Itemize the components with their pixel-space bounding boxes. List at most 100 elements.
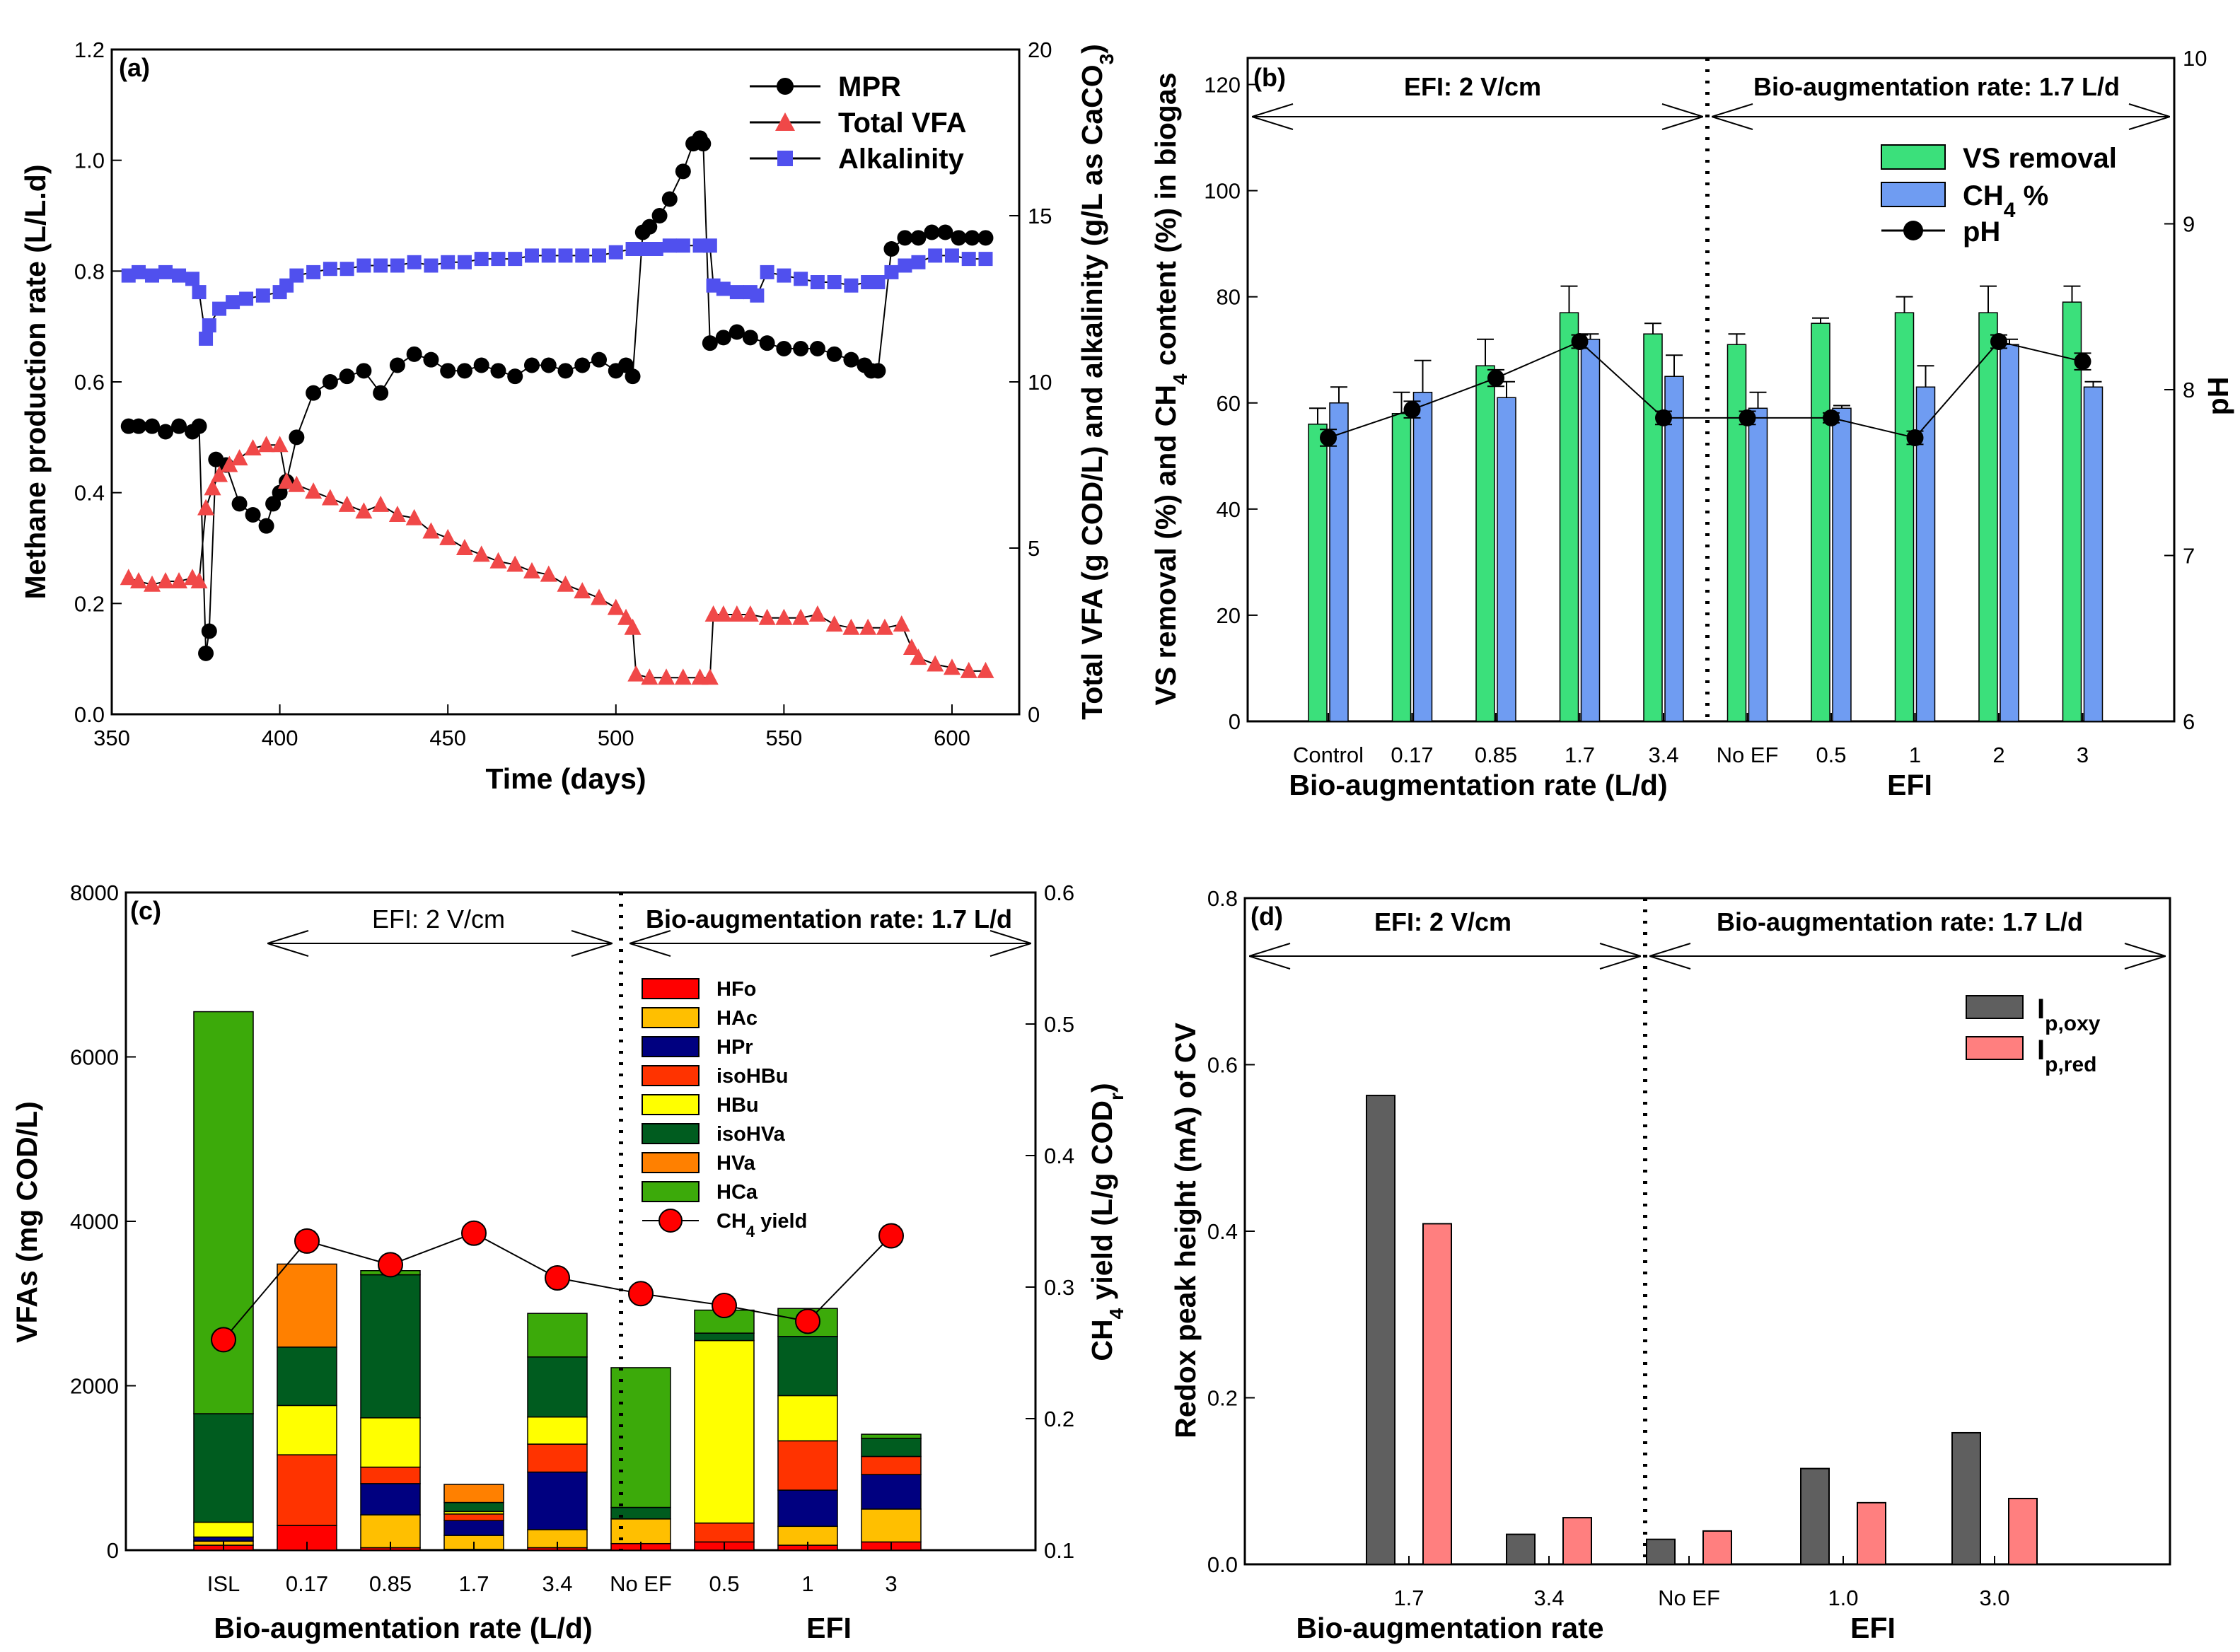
vfa-point <box>574 582 591 599</box>
bar-vs-removal <box>1643 333 1663 722</box>
panel-c-right-tick-label: 0.5 <box>1044 1012 1074 1037</box>
mpr-point <box>826 346 842 362</box>
panel-b-right-tick-label: 7 <box>2183 544 2195 569</box>
vfa-point <box>190 572 208 588</box>
panel-a-x-tick-label: 350 <box>93 726 130 750</box>
panel-b-x-tick-label: 0.5 <box>1816 743 1846 767</box>
mpr-point <box>258 518 274 534</box>
mpr-point <box>715 330 731 346</box>
panel-b-left-tick-label: 40 <box>1217 497 1241 522</box>
svg-text:VS removal: VS removal <box>1963 143 2117 174</box>
bar-ip-oxy <box>1506 1533 1536 1566</box>
ch4-yield-point <box>712 1293 737 1319</box>
mpr-point <box>793 341 809 356</box>
vfa-point <box>338 495 356 512</box>
panel-c-left-axis: 0 2000 4000 6000 8000 <box>70 880 136 1563</box>
panel-c-vfa-stacked: (c) 0 2000 4000 6000 8000 0.1 0.2 0.3 0.4 0.5 0.6… <box>11 880 1127 1644</box>
panel-b-right-tick-label: 8 <box>2183 378 2195 402</box>
alkalinity-point <box>844 278 859 293</box>
vfa-point <box>627 665 645 682</box>
legend-label-hac: HAc <box>716 1007 758 1030</box>
vfa-point <box>808 605 826 622</box>
alkalinity-point <box>441 255 455 269</box>
legend-item-hpr: HPr <box>642 1036 753 1059</box>
panel-c-annotation-efi: EFI: 2 V/cm <box>372 904 505 933</box>
mpr-point <box>540 357 557 373</box>
panel-c-x-tick-label: 3.4 <box>542 1571 572 1596</box>
alkalinity-point <box>592 248 607 263</box>
legend-item-hfo: HFo <box>642 978 756 1001</box>
panel-c-x-tick-label: 0.17 <box>286 1571 328 1596</box>
panel-d-annotation-bio: Bio-augmentation rate: 1.7 L/d <box>1717 907 2083 936</box>
alkalinity-point <box>944 248 959 263</box>
stack-segment-isohva <box>694 1332 755 1342</box>
legend-item-vs-removal: VS removal <box>1881 143 2117 174</box>
alkalinity-point <box>212 301 227 316</box>
mpr-point <box>406 346 422 362</box>
panel-b-bars <box>1308 285 2103 722</box>
vfa-point <box>244 439 262 455</box>
stack-segment-isohbu <box>777 1440 838 1491</box>
bar-ip-oxy <box>1646 1538 1676 1566</box>
legend-label-isohbu: isoHBu <box>716 1065 789 1088</box>
panel-d-left-tick-label: 0.2 <box>1207 1386 1238 1411</box>
panel-c-x-tick-label: 0.85 <box>369 1571 412 1596</box>
alkalinity-point <box>558 248 573 263</box>
legend-item-ch4-yield: CH4 yield <box>642 1209 807 1240</box>
panel-c-x-label-efi: EFI <box>806 1612 852 1644</box>
panel-d-x-tick-label: No EF <box>1658 1586 1720 1610</box>
panel-d-x-label-bio: Bio-augmentation rate <box>1296 1612 1603 1644</box>
bar-vs-removal <box>1559 312 1579 722</box>
panel-c-right-tick-label: 0.3 <box>1044 1275 1074 1300</box>
alkalinity-point <box>649 242 663 256</box>
panel-d-x-tick-label: 3.0 <box>1979 1586 2009 1610</box>
vfa-point <box>540 565 557 582</box>
mpr-point <box>809 341 825 356</box>
panel-c-x-tick-label: 0.5 <box>709 1571 739 1596</box>
panel-b-x-label-efi: EFI <box>1887 769 1932 801</box>
alkalinity-point <box>608 245 623 260</box>
panel-c-x-tick-label: 3 <box>885 1571 897 1596</box>
panel-d-left-axis: 0.0 0.2 0.4 0.6 0.8 <box>1207 886 1255 1577</box>
alkalinity-point <box>524 248 539 263</box>
vfa-point <box>305 482 323 499</box>
vfa-point <box>893 615 910 632</box>
vfa-point <box>271 436 289 453</box>
panel-b-left-tick-label: 120 <box>1204 73 1241 98</box>
stack-segment-hac <box>861 1508 922 1543</box>
vfa-point <box>741 605 759 622</box>
stack-segment-isohva <box>527 1356 588 1418</box>
panel-a-left-tick-label: 0.6 <box>74 370 105 395</box>
panel-d-legend: Ip,oxy Ip,red <box>1966 994 2101 1076</box>
mpr-point <box>289 429 305 446</box>
bar-vs-removal <box>1811 322 1830 722</box>
vfa-point <box>714 605 732 622</box>
ph-point <box>1739 409 1756 426</box>
panel-b-left-tick-label: 80 <box>1217 285 1241 310</box>
panel-a-left-tick-label: 1.0 <box>74 149 105 173</box>
legend-item-ip-red: Ip,red <box>1966 1035 2096 1076</box>
legend-label-hva: HVa <box>716 1152 756 1175</box>
svg-text:MPR: MPR <box>838 71 901 103</box>
stack-segment-hca <box>527 1313 588 1358</box>
bar-vs-removal <box>2062 301 2082 722</box>
vfa-point <box>278 472 296 489</box>
panel-c-left-axis-label: VFAs (mg COD/L) <box>11 1101 43 1343</box>
vfa-point <box>943 658 961 675</box>
legend-item-ch4: CH4 % <box>1881 180 2048 222</box>
panel-a-x-tick-label: 500 <box>598 726 634 750</box>
legend-item-alkalinity: Alkalinity <box>750 144 965 175</box>
panel-b-x-tick-label: 0.85 <box>1475 743 1517 767</box>
panel-a-left-axis-label: Methane production rate (L/L.d) <box>19 165 52 600</box>
legend-item-isohva: isoHVa <box>642 1123 786 1146</box>
series-total-vfa-line <box>128 444 986 679</box>
svg-text:Ip,oxy: Ip,oxy <box>2037 994 2101 1035</box>
vfa-point <box>927 655 944 672</box>
vfa-point <box>170 572 188 588</box>
bar-ch4 <box>1748 407 1768 722</box>
ch4-yield-point <box>628 1281 654 1307</box>
alkalinity-point <box>199 331 214 346</box>
panel-a-left-tick-label: 0.2 <box>74 591 105 616</box>
bar-vs-removal <box>1475 365 1495 722</box>
mpr-point <box>695 136 712 152</box>
